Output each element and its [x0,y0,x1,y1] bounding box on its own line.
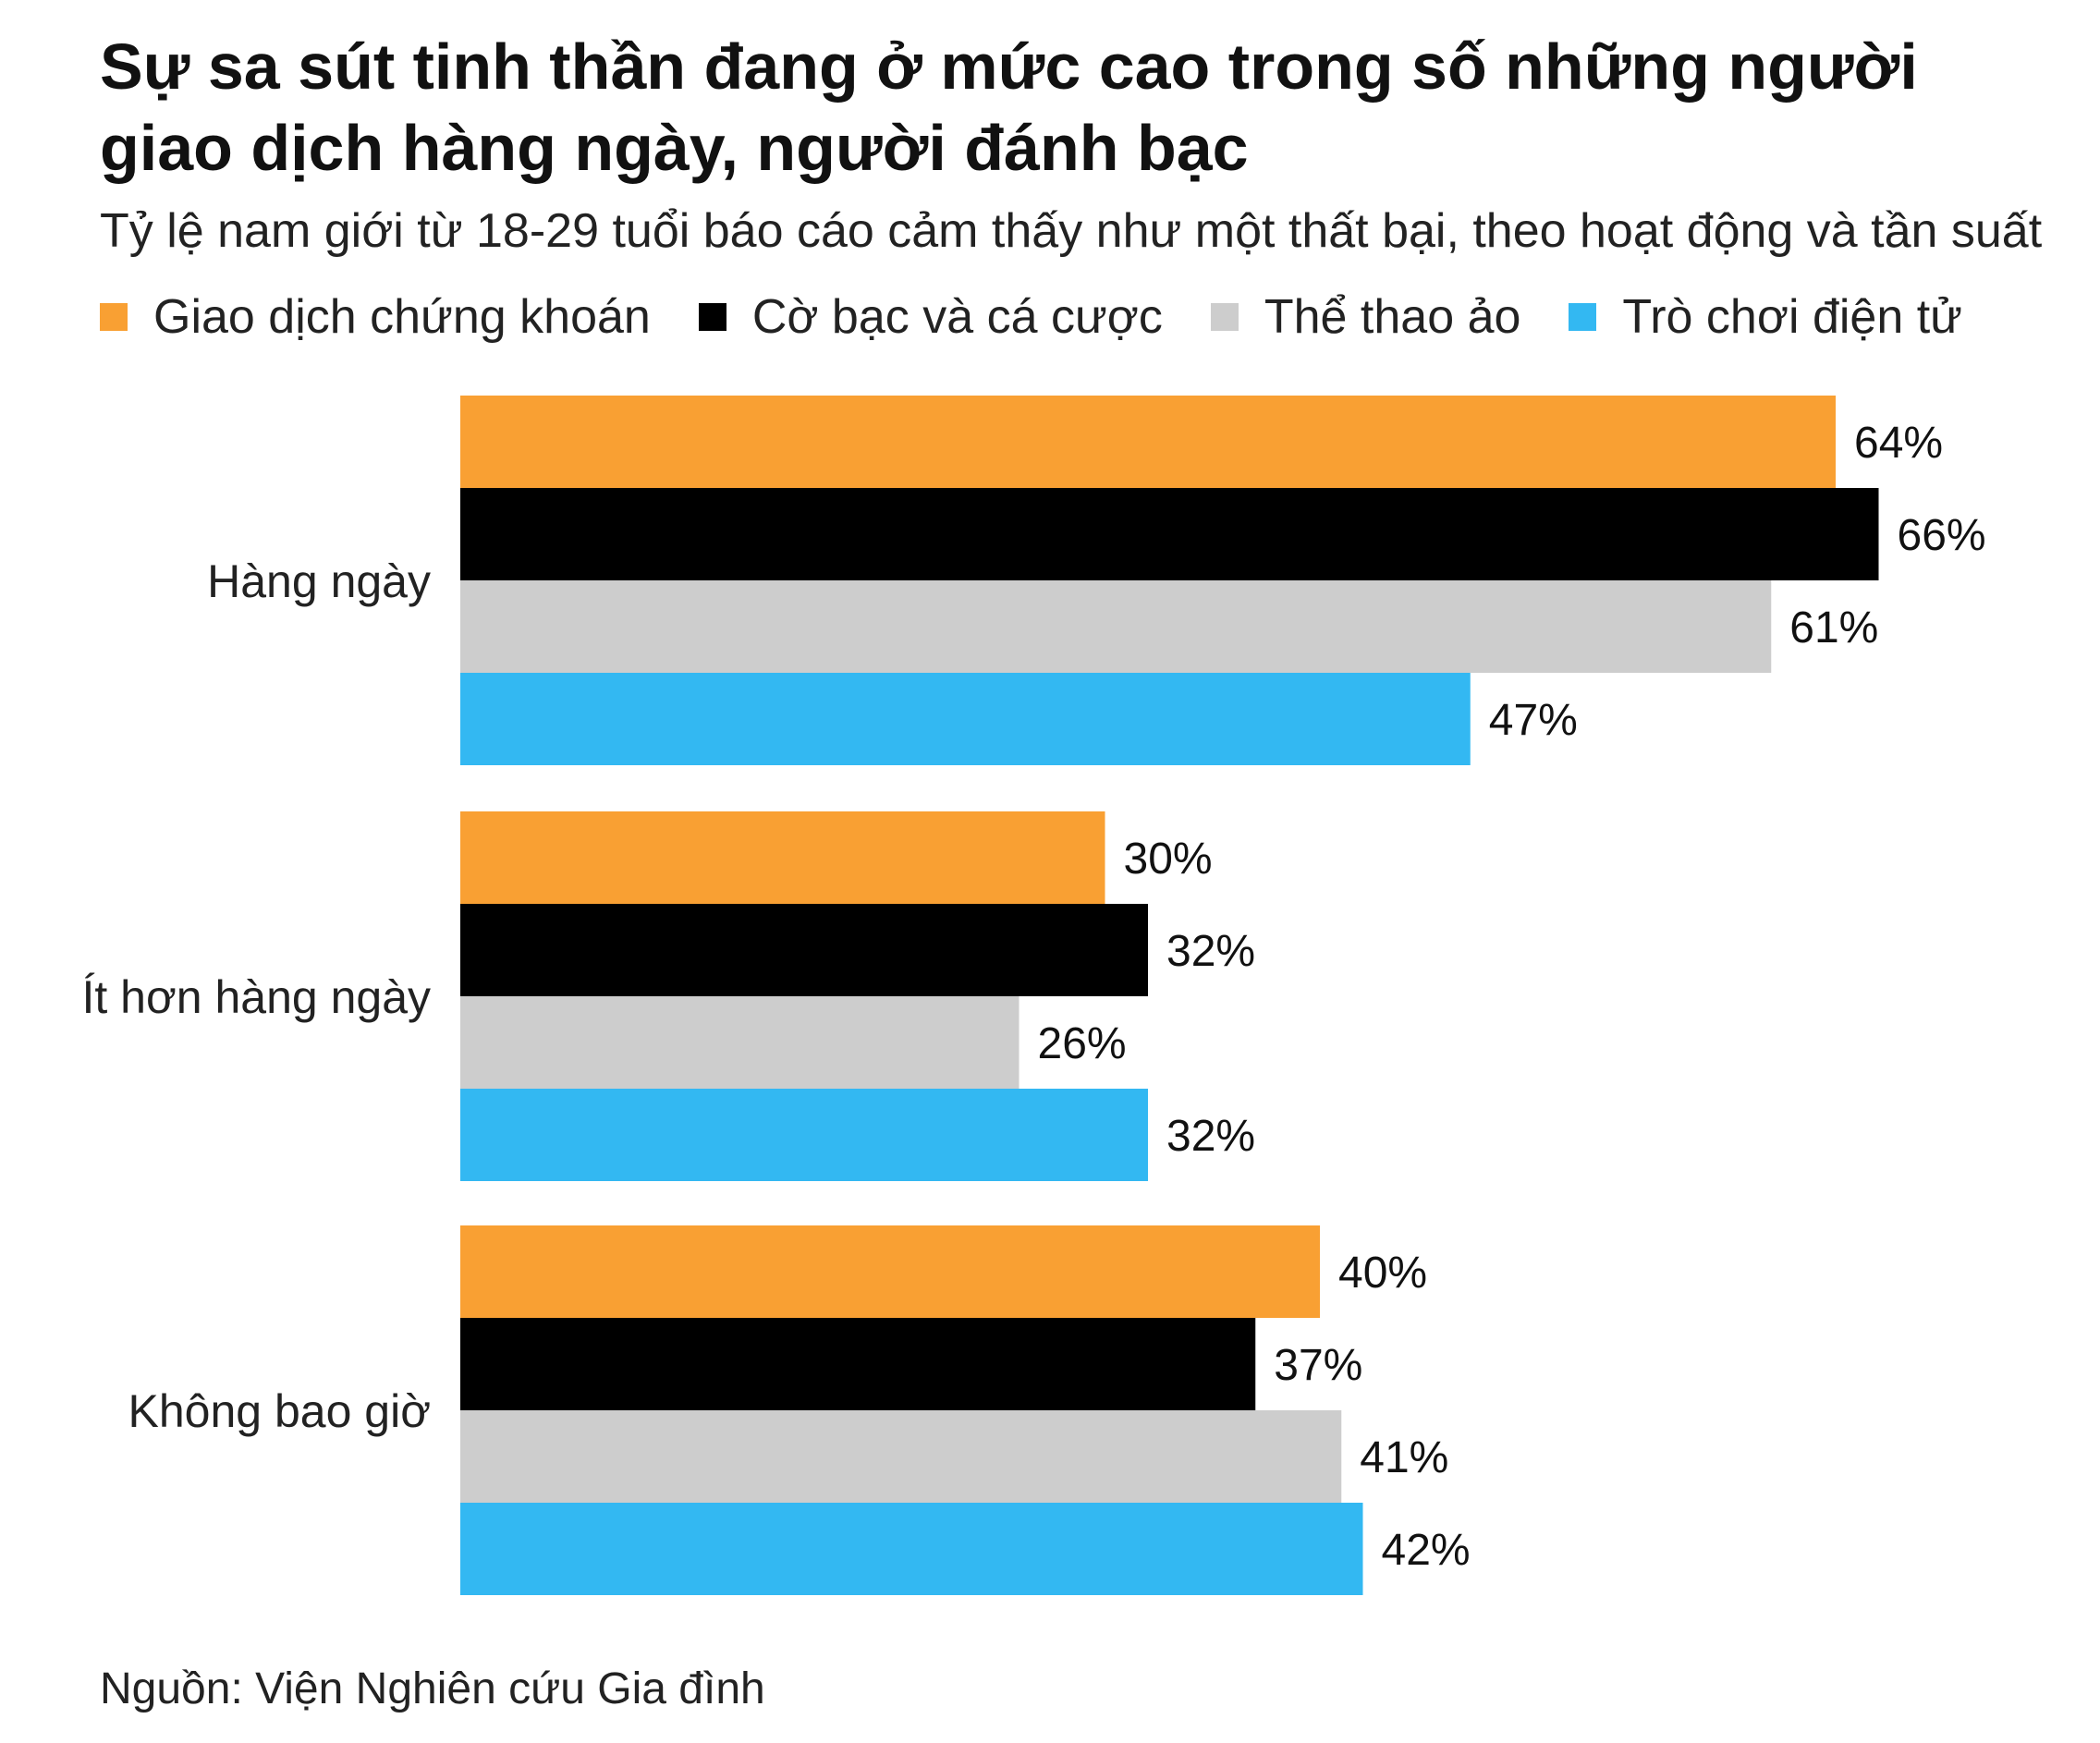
data-label-daily-gambling: 66% [1898,511,1986,560]
category-label-daily: Hàng ngày [207,555,431,607]
data-label-daily-stock-trading: 64% [1854,419,1943,468]
legend-item-gambling: Cờ bạc và cá cược [698,289,1163,345]
category-label-less-than-daily: Ít hơn hàng ngày [81,971,431,1023]
bar-never-stock-trading [460,1225,1320,1318]
data-label-never-stock-trading: 40% [1338,1249,1427,1298]
data-label-less-than-daily-gambling: 32% [1166,927,1255,976]
bar-never-video-games [460,1503,1363,1595]
chart-title: Sự sa sút tinh thần đang ở mức cao trong… [100,30,1918,184]
legend-swatch-gambling [698,303,726,331]
legend-swatch-stock-trading [100,303,128,331]
legend-item-stock-trading: Giao dịch chứng khoán [100,289,651,345]
bar-less-than-daily-stock-trading [460,811,1105,904]
legend-item-fantasy-sports: Thể thao ảo [1210,289,1521,345]
legend-item-video-games: Trò chơi điện tử [1569,289,1962,345]
source-note: Nguồn: Viện Nghiên cứu Gia đình [100,1664,765,1713]
data-label-daily-video-games: 47% [1489,696,1578,745]
data-label-never-video-games: 42% [1382,1526,1471,1575]
bar-never-gambling [460,1318,1256,1410]
bar-less-than-daily-gambling [460,904,1148,996]
bar-never-fantasy-sports [460,1410,1342,1503]
legend-swatch-fantasy-sports [1210,303,1239,331]
bar-daily-fantasy-sports [460,580,1772,673]
bar-less-than-daily-video-games [460,1089,1148,1181]
legend-swatch-video-games [1569,303,1597,331]
legend-label-gambling: Cờ bạc và cá cược [751,290,1163,344]
data-label-less-than-daily-stock-trading: 30% [1124,835,1213,884]
data-label-never-fantasy-sports: 41% [1360,1433,1448,1482]
data-label-never-gambling: 37% [1274,1341,1362,1390]
bar-less-than-daily-fantasy-sports [460,996,1019,1089]
legend-label-stock-trading: Giao dịch chứng khoán [153,290,651,344]
bar-daily-video-games [460,673,1471,765]
legend-label-fantasy-sports: Thể thao ảo [1264,290,1521,344]
data-label-daily-fantasy-sports: 61% [1789,603,1878,652]
data-label-less-than-daily-fantasy-sports: 26% [1038,1019,1127,1068]
bar-daily-stock-trading [460,396,1836,488]
chart-subtitle: Tỷ lệ nam giới từ 18-29 tuổi báo cáo cảm… [100,204,2043,258]
category-label-never: Không bao giờ [128,1385,432,1437]
bar-daily-gambling [460,488,1879,580]
data-label-less-than-daily-video-games: 32% [1166,1112,1255,1161]
legend: Giao dịch chứng khoán Cờ bạc và cá cược … [100,286,2010,347]
legend-label-video-games: Trò chơi điện tử [1622,290,1962,344]
